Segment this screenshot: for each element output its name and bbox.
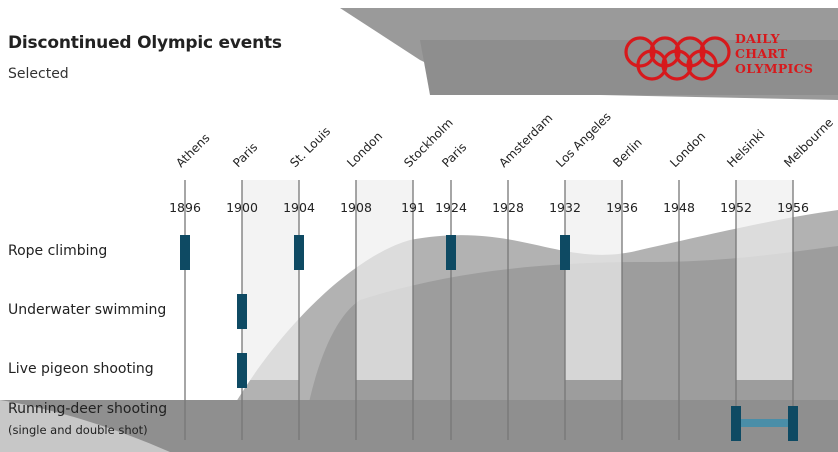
city-label: Berlin bbox=[610, 136, 645, 171]
year-label: 1932 bbox=[549, 200, 581, 215]
column-band-0 bbox=[242, 180, 299, 380]
city-labels: Athens Paris St. Louis London StockholmParis… bbox=[173, 110, 836, 171]
year-label: 1904 bbox=[283, 200, 315, 215]
row-label-live-pigeon-shooting: Live pigeon shooting bbox=[8, 361, 154, 377]
event-mark-1904 bbox=[294, 235, 304, 270]
year-label: 1928 bbox=[492, 200, 524, 215]
event-marks bbox=[180, 235, 798, 441]
event-mark-1900 bbox=[237, 294, 247, 329]
event-span-running-deer bbox=[736, 419, 793, 427]
column-band-1 bbox=[356, 180, 413, 380]
city-label: London bbox=[344, 129, 385, 170]
city-label: St. Louis bbox=[287, 124, 333, 170]
brand-line-1: DAILY bbox=[735, 31, 780, 46]
event-mark-1900 bbox=[237, 353, 247, 388]
row-label-rope-climbing: Rope climbing bbox=[8, 243, 108, 259]
brand-wordmark: DAILY CHART OLYMPICS bbox=[735, 31, 813, 76]
olympic-rings-logo bbox=[624, 36, 731, 81]
year-label: 191 bbox=[401, 200, 425, 215]
column-band-3 bbox=[736, 180, 793, 380]
event-mark-1924 bbox=[446, 235, 456, 270]
row-label-running-deer-shooting: Running-deer shooting bbox=[8, 401, 168, 417]
bg-shape-bottom bbox=[0, 400, 838, 452]
city-label: London bbox=[667, 129, 708, 170]
year-label: 1952 bbox=[720, 200, 752, 215]
city-label: Paris bbox=[230, 140, 260, 170]
city-label: Athens bbox=[173, 131, 212, 170]
bg-shape-corner bbox=[0, 400, 170, 452]
row-sublabel-running-deer: (single and double shot) bbox=[8, 423, 148, 437]
bg-shape-top-inner bbox=[420, 40, 838, 95]
year-label: 1896 bbox=[169, 200, 201, 215]
brand-line-2: CHART bbox=[735, 46, 788, 61]
city-label: Helsinki bbox=[724, 127, 767, 170]
city-label: Melbourne bbox=[781, 115, 836, 170]
city-label: Amsterdam bbox=[496, 111, 555, 170]
year-label: 1948 bbox=[663, 200, 695, 215]
row-label-underwater-swimming: Underwater swimming bbox=[8, 302, 167, 318]
brand-line-3: OLYMPICS bbox=[735, 61, 814, 76]
event-mark-1952 bbox=[731, 406, 741, 441]
year-labels: 1896 1900 1904 1908 191 1924 1928 1932 1936 1948 1… bbox=[169, 200, 809, 215]
column-band-2 bbox=[565, 180, 622, 380]
city-label: Los Angeles bbox=[553, 110, 614, 171]
year-label: 1900 bbox=[226, 200, 258, 215]
page-title: Discontinued Olympic events bbox=[8, 33, 282, 53]
event-mark-1932 bbox=[560, 235, 570, 270]
column-shading bbox=[242, 180, 793, 380]
year-label: 1956 bbox=[777, 200, 809, 215]
event-mark-1956 bbox=[788, 406, 798, 441]
page-subtitle: Selected bbox=[8, 66, 69, 82]
city-label: Paris bbox=[439, 140, 469, 170]
event-mark-1896 bbox=[180, 235, 190, 270]
year-label: 1936 bbox=[606, 200, 638, 215]
year-label: 1924 bbox=[435, 200, 467, 215]
year-label: 1908 bbox=[340, 200, 372, 215]
